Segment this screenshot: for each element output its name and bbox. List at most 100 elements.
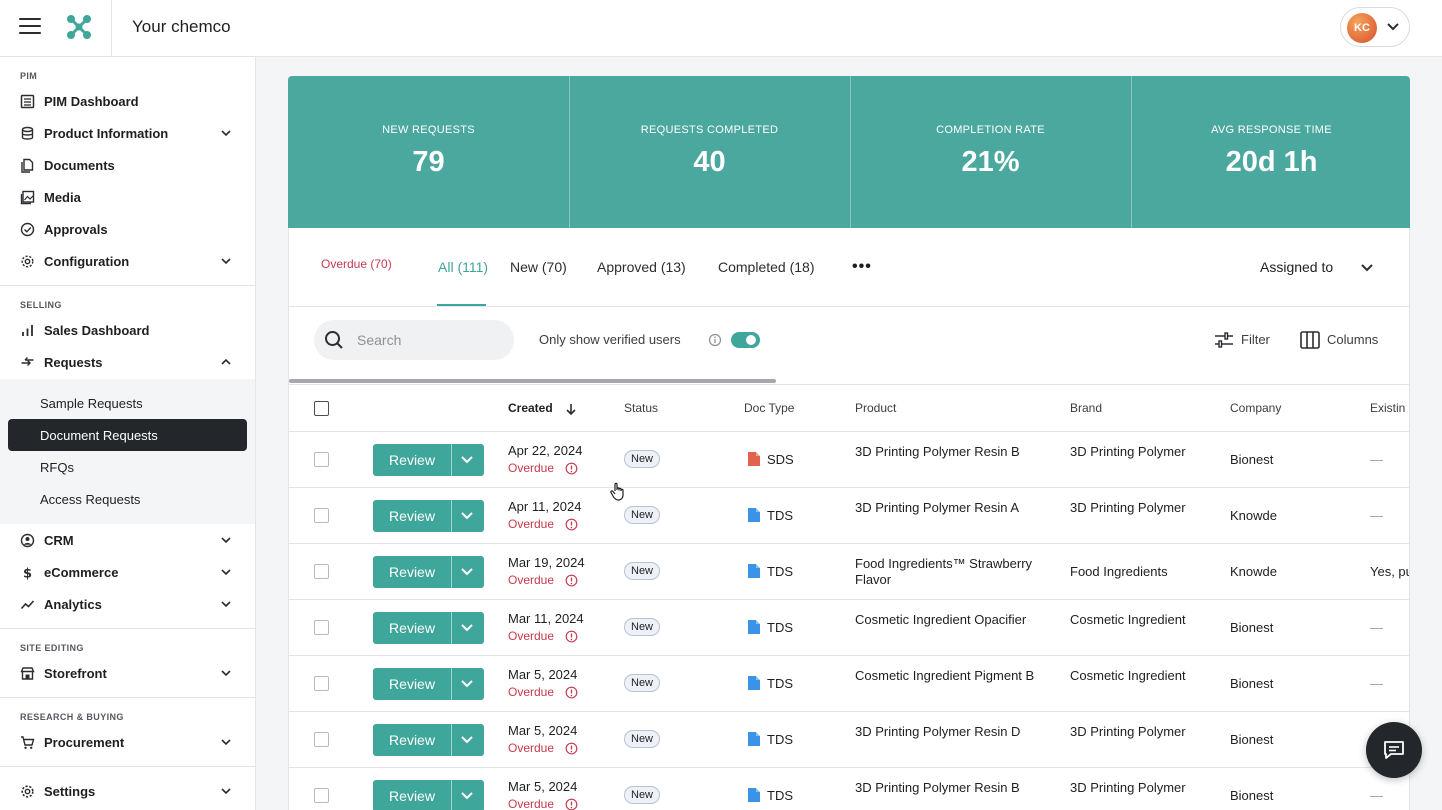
sort-arrow-down-icon[interactable] — [565, 402, 577, 416]
sidebar-item-product-information[interactable]: Product Information — [8, 119, 248, 147]
sidebar-subitem-document-requests[interactable]: Document Requests — [8, 419, 247, 451]
column-header-brand[interactable]: Brand — [1070, 401, 1103, 415]
product-name[interactable]: 3D Printing Polymer Resin B — [855, 444, 1020, 459]
bar-chart-icon — [22, 325, 33, 336]
chevron-down-icon — [221, 537, 231, 544]
product-name[interactable]: Food Ingredients™ Strawberry Flavor — [855, 556, 1033, 587]
column-header-existing[interactable]: Existin — [1370, 401, 1406, 415]
sidebar-item-sales-dashboard[interactable]: Sales Dashboard — [8, 316, 248, 344]
sidebar-item-media[interactable]: Media — [8, 183, 248, 211]
table-row: Review Mar 5, 2024 Overdue New TDS 3D Printin… — [289, 712, 1409, 768]
assigned-to-dropdown[interactable]: Assigned to — [1260, 259, 1334, 275]
column-header-product[interactable]: Product — [855, 401, 897, 415]
horizontal-scrollbar[interactable] — [289, 379, 776, 383]
settings-icon — [21, 785, 34, 798]
product-name[interactable]: Cosmetic Ingredient Opacifier — [855, 612, 1027, 627]
table-row: Review Mar 11, 2024 Overdue New TDS Cosmetic … — [289, 600, 1409, 656]
chevron-down-icon[interactable] — [460, 622, 474, 634]
sidebar-item-configuration[interactable]: Configuration — [8, 247, 248, 275]
product-name[interactable]: 3D Printing Polymer Resin D — [855, 724, 1021, 739]
chevron-down-icon[interactable] — [460, 790, 474, 802]
column-header-created[interactable]: Created — [508, 401, 553, 415]
menu-icon[interactable] — [19, 18, 41, 36]
review-button[interactable]: Review — [373, 500, 484, 532]
info-icon[interactable] — [708, 333, 722, 347]
review-label: Review — [389, 508, 435, 524]
tab-all[interactable]: All (111) — [438, 259, 489, 275]
sidebar-subitem-rfqs[interactable]: RFQs — [8, 451, 247, 483]
product-name[interactable]: 3D Printing Polymer Resin B — [855, 780, 1020, 795]
column-header-doc-type[interactable]: Doc Type — [744, 401, 795, 415]
row-checkbox[interactable] — [314, 788, 329, 803]
sidebar-item-crm[interactable]: CRM — [8, 526, 248, 554]
info-icon[interactable] — [565, 518, 578, 531]
verified-users-toggle[interactable] — [731, 332, 760, 348]
review-button[interactable]: Review — [373, 780, 484, 810]
stat-value: 20d 1h — [1225, 146, 1318, 178]
doc-type: TDS — [767, 732, 793, 747]
chevron-down-icon[interactable] — [460, 454, 474, 466]
sidebar-item-analytics[interactable]: Analytics — [8, 590, 248, 618]
info-icon[interactable] — [565, 798, 578, 810]
tab-overdue[interactable]: Overdue (70) — [321, 257, 392, 271]
sidebar-item-settings[interactable]: Settings — [8, 777, 248, 805]
row-checkbox[interactable] — [314, 452, 329, 467]
verified-users-label: Only show verified users — [539, 332, 681, 347]
gear-icon — [21, 255, 34, 268]
info-icon[interactable] — [565, 686, 578, 699]
row-checkbox[interactable] — [314, 620, 329, 635]
document-icon — [748, 452, 760, 466]
chevron-down-icon[interactable] — [1360, 262, 1374, 274]
check-circle-icon — [20, 222, 35, 237]
sidebar-item-storefront[interactable]: Storefront — [8, 659, 248, 687]
info-icon[interactable] — [565, 630, 578, 643]
more-tabs-button[interactable]: ••• — [852, 258, 872, 275]
chevron-down-icon[interactable] — [460, 566, 474, 578]
review-button[interactable]: Review — [373, 724, 484, 756]
row-checkbox[interactable] — [314, 676, 329, 691]
subitem-label: Document Requests — [40, 428, 158, 443]
sidebar-item-requests[interactable]: Requests — [8, 348, 248, 376]
tab-new[interactable]: New (70) — [510, 259, 567, 275]
avatar: KC — [1347, 13, 1377, 43]
overdue-label: Overdue — [508, 685, 555, 699]
row-checkbox[interactable] — [314, 508, 329, 523]
tab-completed[interactable]: Completed (18) — [718, 259, 815, 275]
sidebar-subitem-sample-requests[interactable]: Sample Requests — [8, 387, 247, 419]
sidebar-subitem-access-requests[interactable]: Access Requests — [8, 483, 247, 515]
tab-approved[interactable]: Approved (13) — [597, 259, 686, 275]
sidebar-item-ecommerce[interactable]: $ eCommerce — [8, 558, 248, 586]
row-checkbox[interactable] — [314, 732, 329, 747]
doc-type: TDS — [767, 508, 793, 523]
stat-divider — [1131, 76, 1132, 228]
product-name[interactable]: 3D Printing Polymer Resin A — [855, 500, 1020, 515]
sidebar-item-approvals[interactable]: Approvals — [8, 215, 248, 243]
logo[interactable] — [64, 12, 94, 42]
chevron-down-icon[interactable] — [460, 510, 474, 522]
created-date: Apr 11, 2024 — [508, 499, 582, 514]
review-button[interactable]: Review — [373, 444, 484, 476]
product-name[interactable]: Cosmetic Ingredient Pigment B — [855, 668, 1035, 683]
sidebar-item-label: CRM — [44, 533, 74, 548]
store-icon — [20, 667, 35, 680]
split-divider — [451, 444, 452, 476]
search-input[interactable]: Search — [314, 320, 514, 360]
sidebar-item-pim-dashboard[interactable]: PIM Dashboard — [8, 87, 248, 115]
review-button[interactable]: Review — [373, 612, 484, 644]
review-label: Review — [389, 620, 435, 636]
column-header-company[interactable]: Company — [1230, 401, 1282, 415]
review-button[interactable]: Review — [373, 668, 484, 700]
sidebar-item-procurement[interactable]: Procurement — [8, 728, 248, 756]
chevron-down-icon[interactable] — [460, 734, 474, 746]
review-button[interactable]: Review — [373, 556, 484, 588]
info-icon[interactable] — [565, 742, 578, 755]
column-header-status[interactable]: Status — [624, 401, 659, 415]
select-all-checkbox[interactable] — [314, 401, 329, 416]
info-icon[interactable] — [565, 574, 578, 587]
user-menu-button[interactable]: KC — [1340, 7, 1410, 47]
row-checkbox[interactable] — [314, 564, 329, 579]
chevron-down-icon[interactable] — [460, 678, 474, 690]
sidebar-item-documents[interactable]: Documents — [8, 151, 248, 179]
chat-button[interactable] — [1366, 722, 1422, 778]
info-icon[interactable] — [565, 462, 578, 475]
